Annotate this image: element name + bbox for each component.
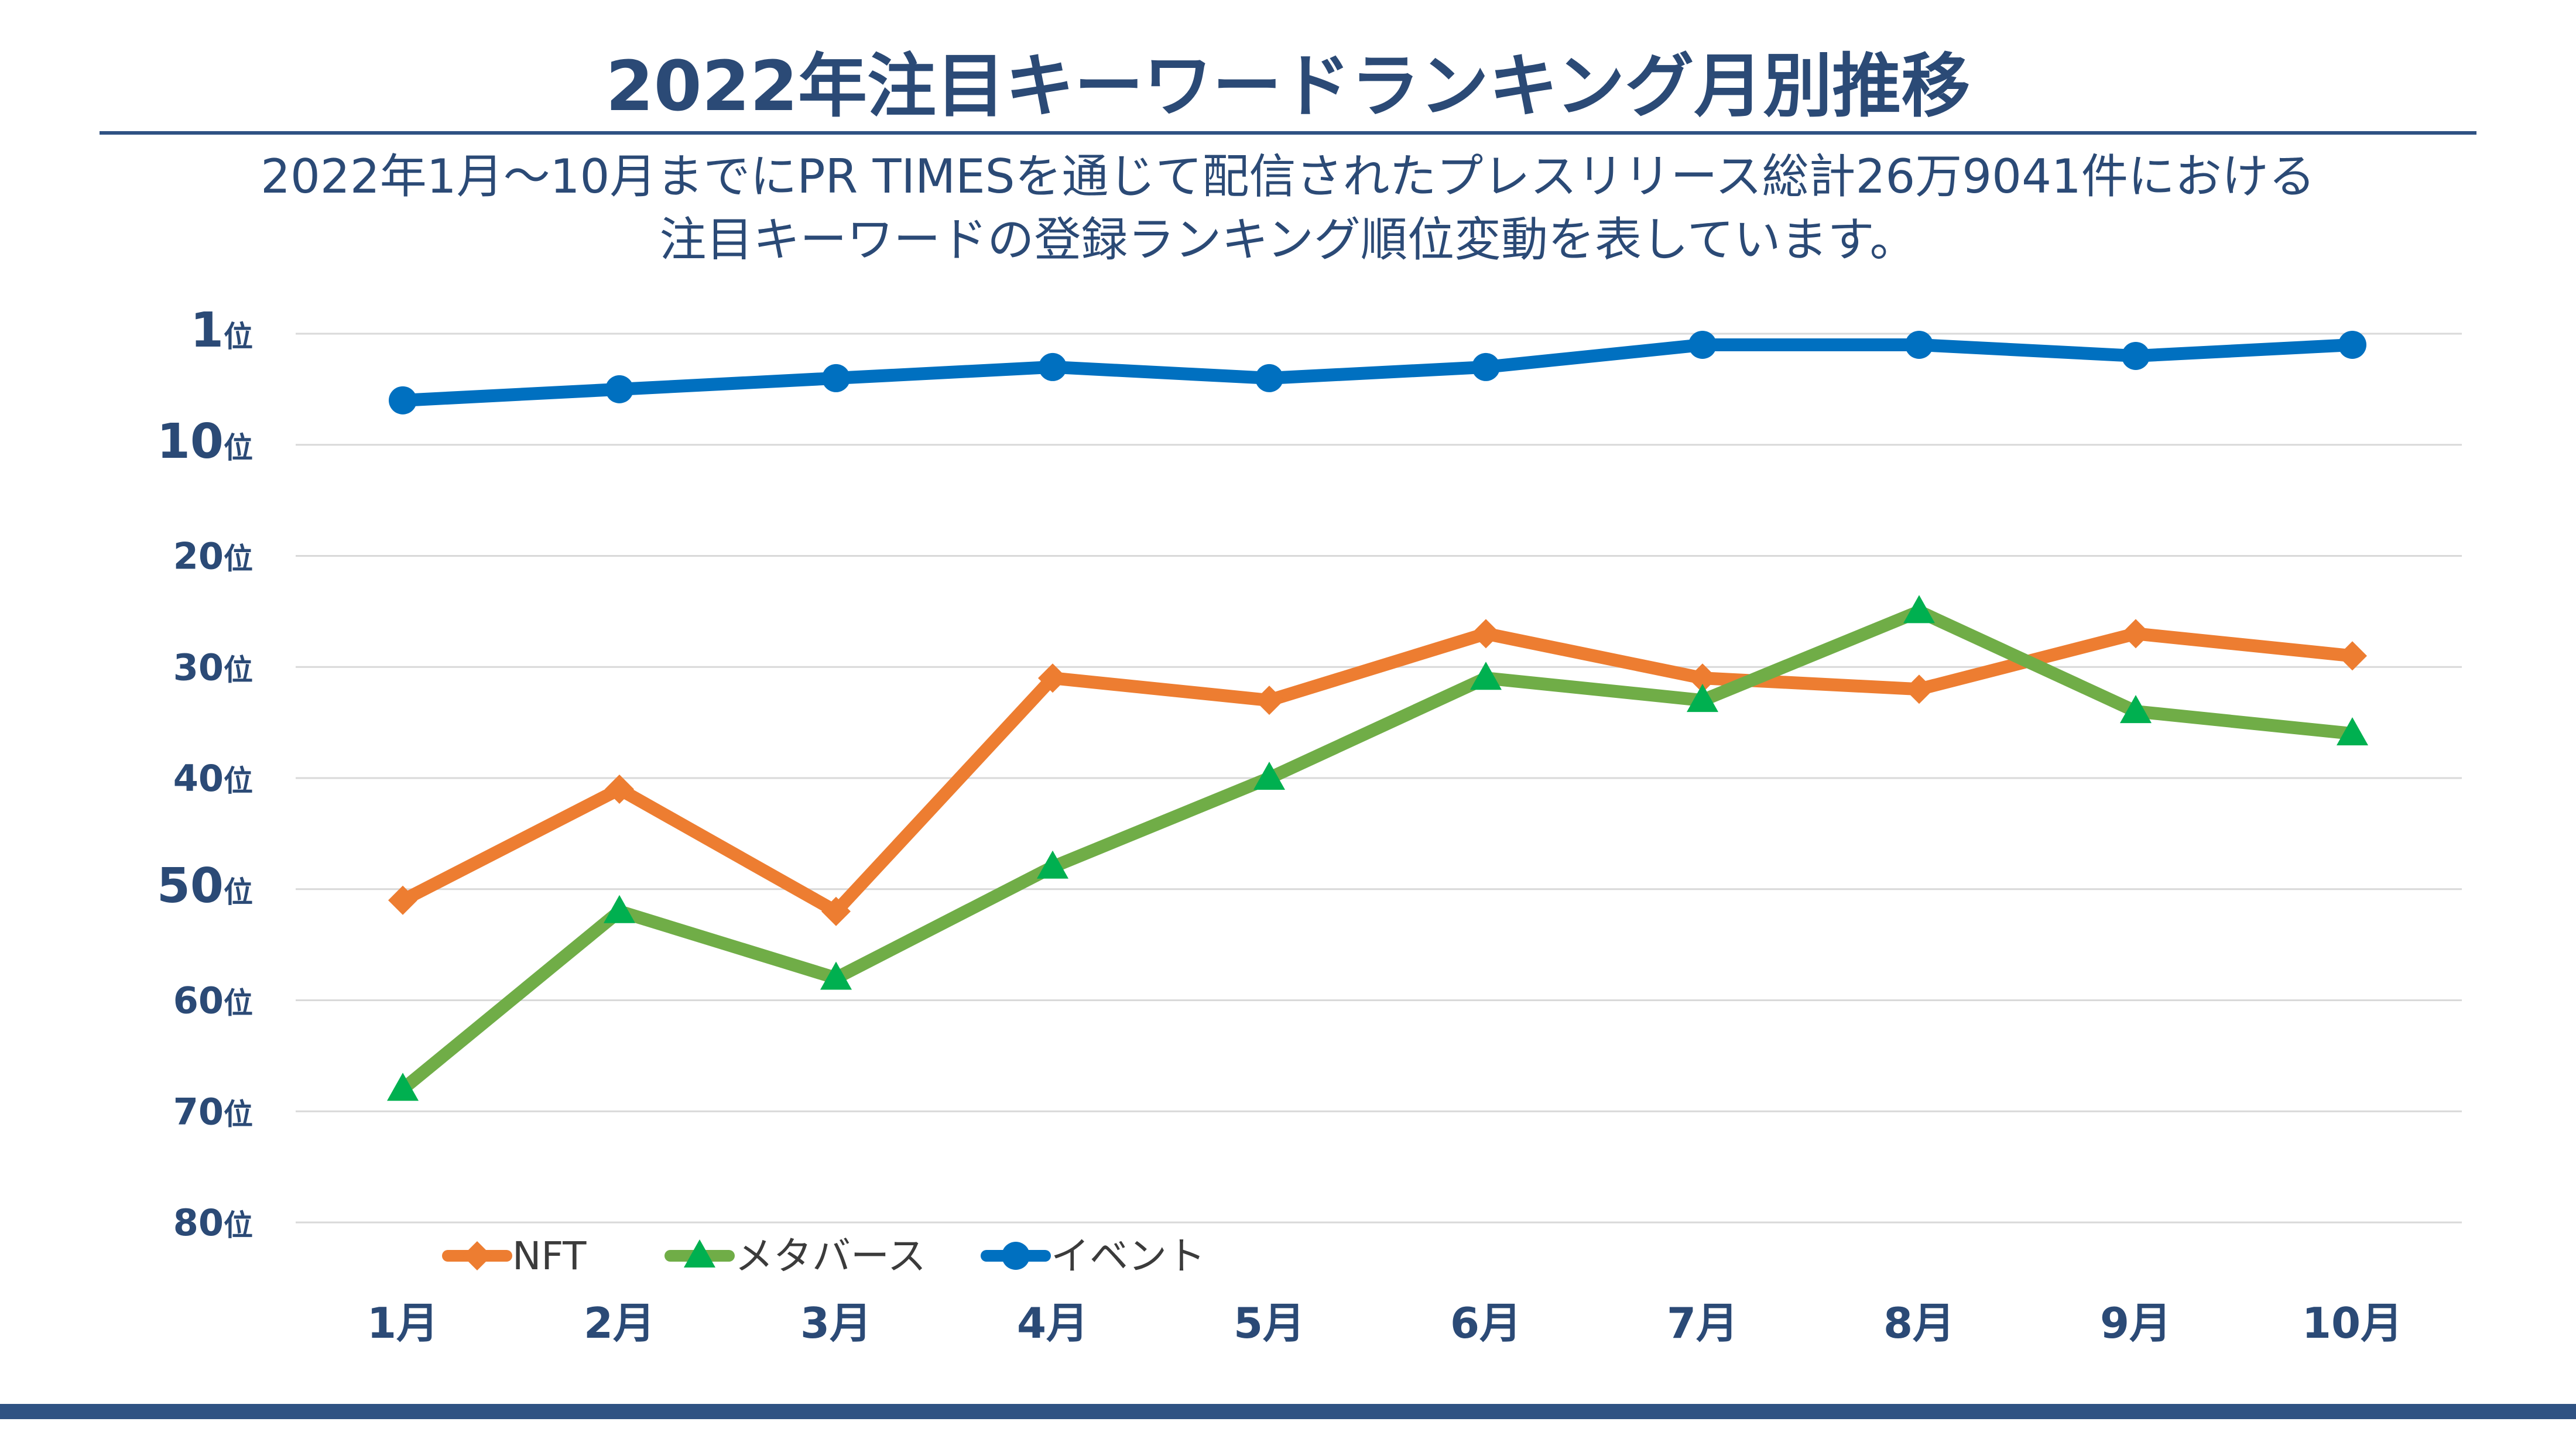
legend-marker-event: [1002, 1242, 1030, 1270]
y-tick-label: 70位: [173, 1090, 253, 1133]
x-tick-label: 7月: [1667, 1299, 1738, 1348]
series-line-event: [396, 338, 2359, 407]
x-tick-label: 1月: [367, 1299, 439, 1348]
data-point-metaverse: [387, 1073, 419, 1101]
data-point-nft: [1904, 674, 1934, 704]
data-point-event: [1255, 364, 1283, 392]
y-tick-label: 20位: [173, 535, 253, 578]
data-point-event: [1039, 352, 1067, 381]
data-point-event: [2122, 341, 2150, 370]
data-point-metaverse: [820, 961, 852, 990]
x-tick-label: 10月: [2302, 1299, 2403, 1348]
data-point-metaverse: [1903, 595, 1935, 624]
legend-label-metaverse: メタバース: [735, 1234, 926, 1279]
data-point-nft: [1471, 619, 1501, 649]
data-point-nft: [388, 885, 417, 915]
series-line-metaverse: [396, 605, 2359, 1096]
data-point-nft: [1038, 663, 1067, 693]
data-point-event: [605, 375, 633, 403]
data-point-event: [822, 364, 850, 392]
subtitle-line-2: 注目キーワードの登録ランキング順位変動を表しています。: [659, 213, 1917, 267]
x-tick-label: 5月: [1234, 1299, 1305, 1348]
x-tick-label: 3月: [800, 1299, 872, 1348]
data-point-nft: [605, 774, 634, 804]
y-tick-label: 10位: [157, 414, 253, 470]
y-tick-label: 40位: [173, 757, 253, 800]
x-tick-label: 6月: [1450, 1299, 1522, 1348]
title-divider: [100, 131, 2476, 135]
data-point-event: [1905, 330, 1933, 359]
y-tick-label: 60位: [173, 979, 253, 1022]
x-tick-label: 8月: [1883, 1299, 1955, 1348]
data-point-metaverse: [2337, 717, 2368, 746]
data-point-nft: [2121, 619, 2150, 649]
chart-title: 2022年注目キーワードランキング月別推移: [605, 46, 1971, 126]
legend-marker-metaverse: [684, 1239, 715, 1268]
x-tick-label: 2月: [584, 1299, 655, 1348]
legend-marker-nft: [463, 1241, 492, 1270]
data-point-nft: [821, 896, 851, 926]
subtitle-line-1: 2022年1月〜10月までにPR TIMESを通じて配信されたプレスリリース総計…: [261, 149, 2315, 204]
y-tick-label: 80位: [173, 1201, 253, 1244]
data-point-metaverse: [604, 895, 635, 923]
data-point-nft: [1255, 686, 1284, 715]
data-point-nft: [2338, 641, 2367, 671]
bottom-accent-bar: [0, 1404, 2576, 1419]
y-tick-label: 1位: [190, 303, 253, 358]
data-point-metaverse: [1037, 850, 1068, 879]
data-point-metaverse: [1470, 662, 1502, 690]
y-tick-label: 30位: [173, 646, 253, 688]
data-point-event: [1688, 330, 1717, 359]
legend-label-nft: NFT: [512, 1234, 587, 1279]
legend-label-event: イベント: [1051, 1234, 1205, 1279]
data-point-metaverse: [1687, 684, 1718, 712]
data-point-event: [389, 386, 417, 415]
data-point-event: [1472, 352, 1500, 381]
x-tick-label: 9月: [2100, 1299, 2171, 1348]
data-point-nft: [1688, 663, 1717, 693]
y-tick-label: 50位: [157, 858, 253, 914]
data-point-metaverse: [2120, 695, 2152, 724]
data-point-metaverse: [1253, 762, 1285, 790]
x-tick-label: 4月: [1017, 1299, 1088, 1348]
data-point-event: [2338, 330, 2366, 359]
